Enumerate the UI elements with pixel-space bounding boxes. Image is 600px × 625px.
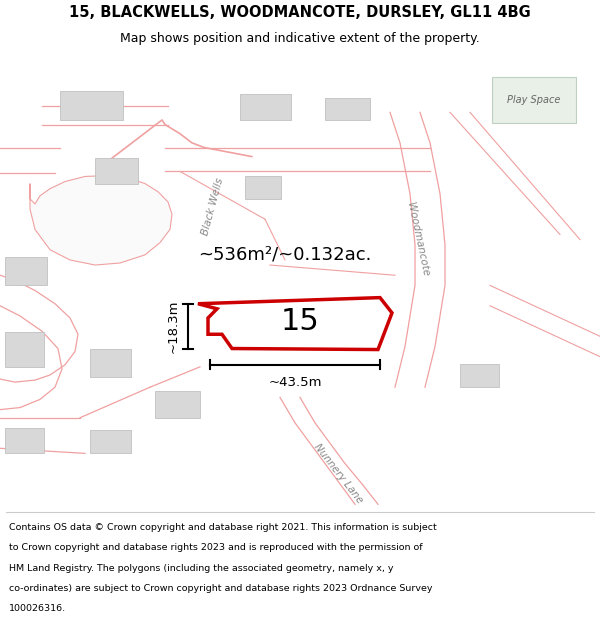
Polygon shape xyxy=(198,298,392,349)
Text: ~18.3m: ~18.3m xyxy=(167,299,179,353)
Text: ~536m²/~0.132ac.: ~536m²/~0.132ac. xyxy=(199,246,371,264)
Bar xyxy=(325,99,370,121)
Text: Contains OS data © Crown copyright and database right 2021. This information is : Contains OS data © Crown copyright and d… xyxy=(9,523,437,532)
Polygon shape xyxy=(30,176,172,265)
Text: to Crown copyright and database rights 2023 and is reproduced with the permissio: to Crown copyright and database rights 2… xyxy=(9,544,422,552)
Bar xyxy=(245,176,281,199)
Text: Play Space: Play Space xyxy=(508,94,560,104)
Text: 100026316.: 100026316. xyxy=(9,604,66,613)
Text: 15, BLACKWELLS, WOODMANCOTE, DURSLEY, GL11 4BG: 15, BLACKWELLS, WOODMANCOTE, DURSLEY, GL… xyxy=(69,5,531,20)
Bar xyxy=(155,391,200,418)
Bar xyxy=(5,257,47,286)
Text: Woodmancote: Woodmancote xyxy=(405,202,431,278)
Bar xyxy=(60,91,123,121)
Text: Nunnery Lane: Nunnery Lane xyxy=(311,442,364,506)
Bar xyxy=(240,94,291,121)
Bar xyxy=(5,332,44,367)
Bar xyxy=(460,364,499,388)
Text: Map shows position and indicative extent of the property.: Map shows position and indicative extent… xyxy=(120,32,480,45)
Bar xyxy=(5,428,44,453)
Text: Black Wells: Black Wells xyxy=(200,177,226,237)
Text: ~43.5m: ~43.5m xyxy=(268,376,322,389)
Text: co-ordinates) are subject to Crown copyright and database rights 2023 Ordnance S: co-ordinates) are subject to Crown copyr… xyxy=(9,584,433,593)
Bar xyxy=(90,431,131,453)
Text: 15: 15 xyxy=(281,306,319,336)
Bar xyxy=(90,349,131,377)
Bar xyxy=(95,158,138,184)
Bar xyxy=(492,77,576,122)
Bar xyxy=(215,311,286,334)
Text: HM Land Registry. The polygons (including the associated geometry, namely x, y: HM Land Registry. The polygons (includin… xyxy=(9,564,394,572)
